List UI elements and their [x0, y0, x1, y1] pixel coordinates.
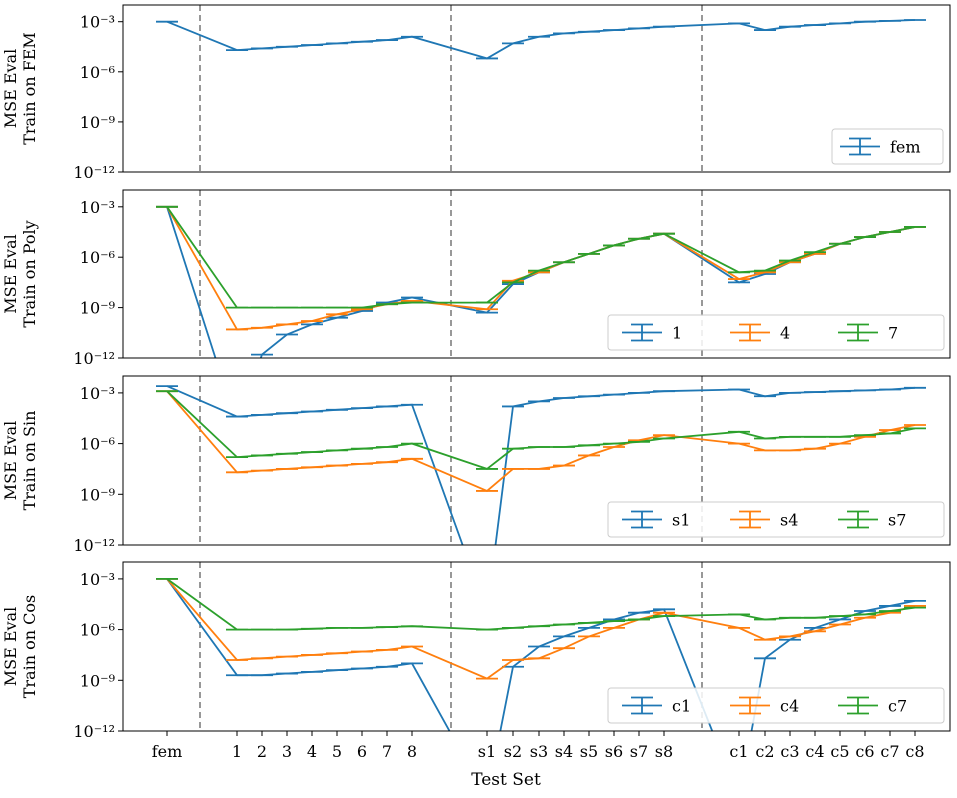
x-tick-label-s3: s3 — [530, 742, 548, 761]
x-tick-label-s2: s2 — [504, 742, 522, 761]
x-tick-label-fem: fem — [152, 742, 183, 761]
x-tick-label-c3: c3 — [780, 742, 799, 761]
x-tick-label-c4: c4 — [805, 742, 824, 761]
y-axis-label-line2: Train on Cos — [20, 595, 39, 698]
y-tick-label: 10⁻¹² — [73, 722, 115, 741]
y-tick-label: 10⁻⁶ — [80, 435, 115, 454]
legend-label-7: 7 — [888, 324, 898, 343]
x-tick-label-s7: s7 — [630, 742, 648, 761]
x-tick-label-c8: c8 — [905, 742, 924, 761]
legend-label-s4: s4 — [780, 511, 798, 530]
legend-label-fem: fem — [890, 138, 921, 157]
legend: fem — [831, 128, 944, 165]
x-tick-label-7: 7 — [382, 742, 392, 761]
y-tick-label: 10⁻³ — [80, 384, 115, 403]
x-tick-label-c6: c6 — [855, 742, 874, 761]
series-group — [156, 385, 926, 545]
series-line-c7 — [166, 578, 916, 631]
y-axis-label-line2: Train on FEM — [20, 32, 39, 145]
series-group — [156, 578, 926, 731]
y-tick-label: 10⁻¹² — [73, 349, 115, 368]
x-tick-label-s1: s1 — [478, 742, 496, 761]
y-tick-label: 10⁻⁶ — [80, 621, 115, 640]
y-tick-label: 10⁻⁶ — [80, 63, 115, 82]
legend: 1 4 7 — [607, 314, 945, 351]
series-group — [156, 205, 926, 358]
x-tick-label-6: 6 — [357, 742, 367, 761]
legend-label-c1: c1 — [672, 697, 691, 716]
y-tick-label: 10⁻¹² — [73, 163, 115, 182]
y-axis-label-line2: Train on Sin — [20, 411, 39, 511]
series-line-7 — [166, 206, 916, 309]
series-line-fem — [166, 19, 916, 60]
x-axis: fem 1 2 3 4 5 6 7 8 s1 s2 s3 s4 s5 s6 s7 s8 c1 c2 c3 c4 c5 c6 c… — [152, 731, 925, 761]
x-tick-label-1: 1 — [232, 742, 242, 761]
series-line-s4 — [166, 390, 916, 492]
y-tick-label: 10⁻⁹ — [80, 113, 116, 132]
x-tick-label-s5: s5 — [580, 742, 598, 761]
panel-2: 10⁻³ 10⁻⁶ 10⁻⁹ 10⁻¹² MSE Eval Train on Poly 1 4… — [1, 189, 951, 368]
y-tick-label: 10⁻³ — [80, 198, 115, 217]
y-axis-label-line1: MSE Eval — [1, 421, 20, 500]
legend-label-s1: s1 — [672, 511, 690, 530]
x-tick-label-4: 4 — [307, 742, 317, 761]
x-tick-label-c7: c7 — [880, 742, 899, 761]
x-tick-label-c1: c1 — [729, 742, 748, 761]
series-line-s1 — [166, 385, 916, 545]
x-tick-label-2: 2 — [257, 742, 267, 761]
series-group — [156, 19, 926, 60]
x-tick-label-s4: s4 — [555, 742, 573, 761]
legend-label-1: 1 — [672, 324, 682, 343]
y-axis-label-line1: MSE Eval — [1, 607, 20, 686]
y-tick-label: 10⁻⁹ — [80, 671, 116, 690]
x-tick-label-8: 8 — [407, 742, 417, 761]
panel-frame — [122, 4, 951, 173]
x-tick-label-3: 3 — [282, 742, 292, 761]
panel-1: 10⁻³ 10⁻⁶ 10⁻⁹ 10⁻¹² MSE Eval Train on FEM fem — [1, 4, 951, 182]
legend: s1 s4 s7 — [607, 501, 945, 538]
y-axis-label-line1: MSE Eval — [1, 234, 20, 313]
panel-frame — [122, 189, 951, 359]
y-tick-label: 10⁻⁹ — [80, 485, 116, 504]
legend-label-4: 4 — [780, 324, 790, 343]
y-axis-label-line1: MSE Eval — [1, 49, 20, 128]
x-tick-label-s6: s6 — [605, 742, 623, 761]
y-tick-label: 10⁻³ — [80, 13, 115, 32]
y-tick-label: 10⁻³ — [80, 570, 115, 589]
y-tick-label: 10⁻⁶ — [80, 248, 115, 267]
x-tick-label-c5: c5 — [830, 742, 849, 761]
legend-label-c4: c4 — [780, 697, 799, 716]
x-axis-label: Test Set — [471, 770, 541, 790]
legend-label-c7: c7 — [888, 697, 907, 716]
panel-frame — [122, 561, 951, 732]
y-tick-label: 10⁻¹² — [73, 536, 115, 555]
series-line-s7 — [166, 390, 916, 470]
panel-frame — [122, 375, 951, 546]
legend: c1 c4 c7 — [607, 687, 945, 724]
x-tick-label-s8: s8 — [655, 742, 673, 761]
series-line-4 — [166, 206, 916, 331]
y-axis-label-line2: Train on Poly — [20, 220, 39, 327]
legend-label-s7: s7 — [888, 511, 906, 530]
x-tick-label-5: 5 — [332, 742, 342, 761]
x-tick-label-c2: c2 — [755, 742, 774, 761]
y-tick-label: 10⁻⁹ — [80, 299, 116, 318]
